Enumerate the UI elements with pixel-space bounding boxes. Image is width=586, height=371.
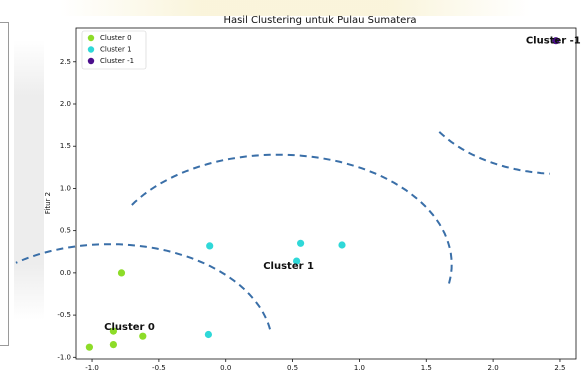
y-tick-label-4: 1.0 xyxy=(60,184,71,192)
y-tick-label-0: -1.0 xyxy=(57,353,71,361)
cluster-annotation-0: Cluster 0 xyxy=(104,322,155,333)
chart-title: Hasil Clustering untuk Pulau Sumatera xyxy=(223,15,416,26)
point-series1-0 xyxy=(206,242,214,250)
y-tick-label-2: 0.0 xyxy=(60,269,71,277)
boundary-curve-2 xyxy=(438,131,550,175)
boundary-layer xyxy=(15,131,550,330)
x-tick-label-1: -0.5 xyxy=(152,364,166,371)
annotations-layer: Cluster 0 Cluster 1 Cluster -1 xyxy=(104,36,581,333)
y-tick-label-5: 1.5 xyxy=(60,142,71,150)
point-series2-0 xyxy=(552,37,560,45)
point-series0-1 xyxy=(109,327,117,335)
legend-box xyxy=(81,30,147,70)
cluster-annotation-2: Cluster -1 xyxy=(526,36,581,47)
x-tick-label-4: 1.0 xyxy=(354,364,365,371)
y-axis-ticks: -1.0 -0.5 0.0 0.5 1.0 1.5 2.0 2.5 xyxy=(57,58,76,361)
x-tick-label-5: 1.5 xyxy=(421,364,432,371)
y-tick-label-7: 2.5 xyxy=(60,58,71,66)
y-axis-label: Fitur 2 xyxy=(44,192,52,214)
x-axis-ticks: -1.0 -0.5 0.0 0.5 1.0 1.5 2.0 2.5 xyxy=(85,359,566,371)
point-series0-0 xyxy=(117,269,126,277)
y-tick-label-3: 0.5 xyxy=(60,227,71,235)
point-series0-4 xyxy=(85,343,93,351)
legend: Cluster 0 Cluster 1 Cluster -1 xyxy=(81,30,147,70)
point-series0-3 xyxy=(109,341,117,349)
watermark-band xyxy=(60,0,530,16)
left-frame-border xyxy=(0,22,9,346)
y-tick-label-6: 2.0 xyxy=(60,100,71,108)
x-tick-label-0: -1.0 xyxy=(85,364,99,371)
point-series0-2 xyxy=(139,332,147,340)
x-tick-label-7: 2.5 xyxy=(554,364,565,371)
cluster-annotation-1: Cluster 1 xyxy=(263,261,314,272)
x-tick-label-2: 0.0 xyxy=(220,364,231,371)
point-series1-4 xyxy=(204,330,212,339)
points-layer xyxy=(85,37,560,351)
legend-label-0: Cluster 0 xyxy=(100,34,132,42)
legend-label-2: Cluster -1 xyxy=(100,57,134,65)
left-faded-shadow xyxy=(14,40,44,320)
x-tick-label-6: 2.0 xyxy=(488,364,499,371)
point-series1-1 xyxy=(297,239,305,247)
plot-area-frame xyxy=(75,27,577,360)
boundary-curve-1 xyxy=(129,153,453,284)
point-series1-3 xyxy=(293,257,301,265)
legend-marker-1 xyxy=(87,46,95,53)
point-series1-2 xyxy=(338,241,346,249)
boundary-curve-0 xyxy=(15,243,271,330)
x-tick-label-3: 0.5 xyxy=(287,364,298,371)
legend-marker-0 xyxy=(87,34,95,42)
y-tick-label-1: -0.5 xyxy=(57,311,71,319)
legend-marker-2 xyxy=(87,57,95,65)
legend-label-1: Cluster 1 xyxy=(100,46,132,54)
